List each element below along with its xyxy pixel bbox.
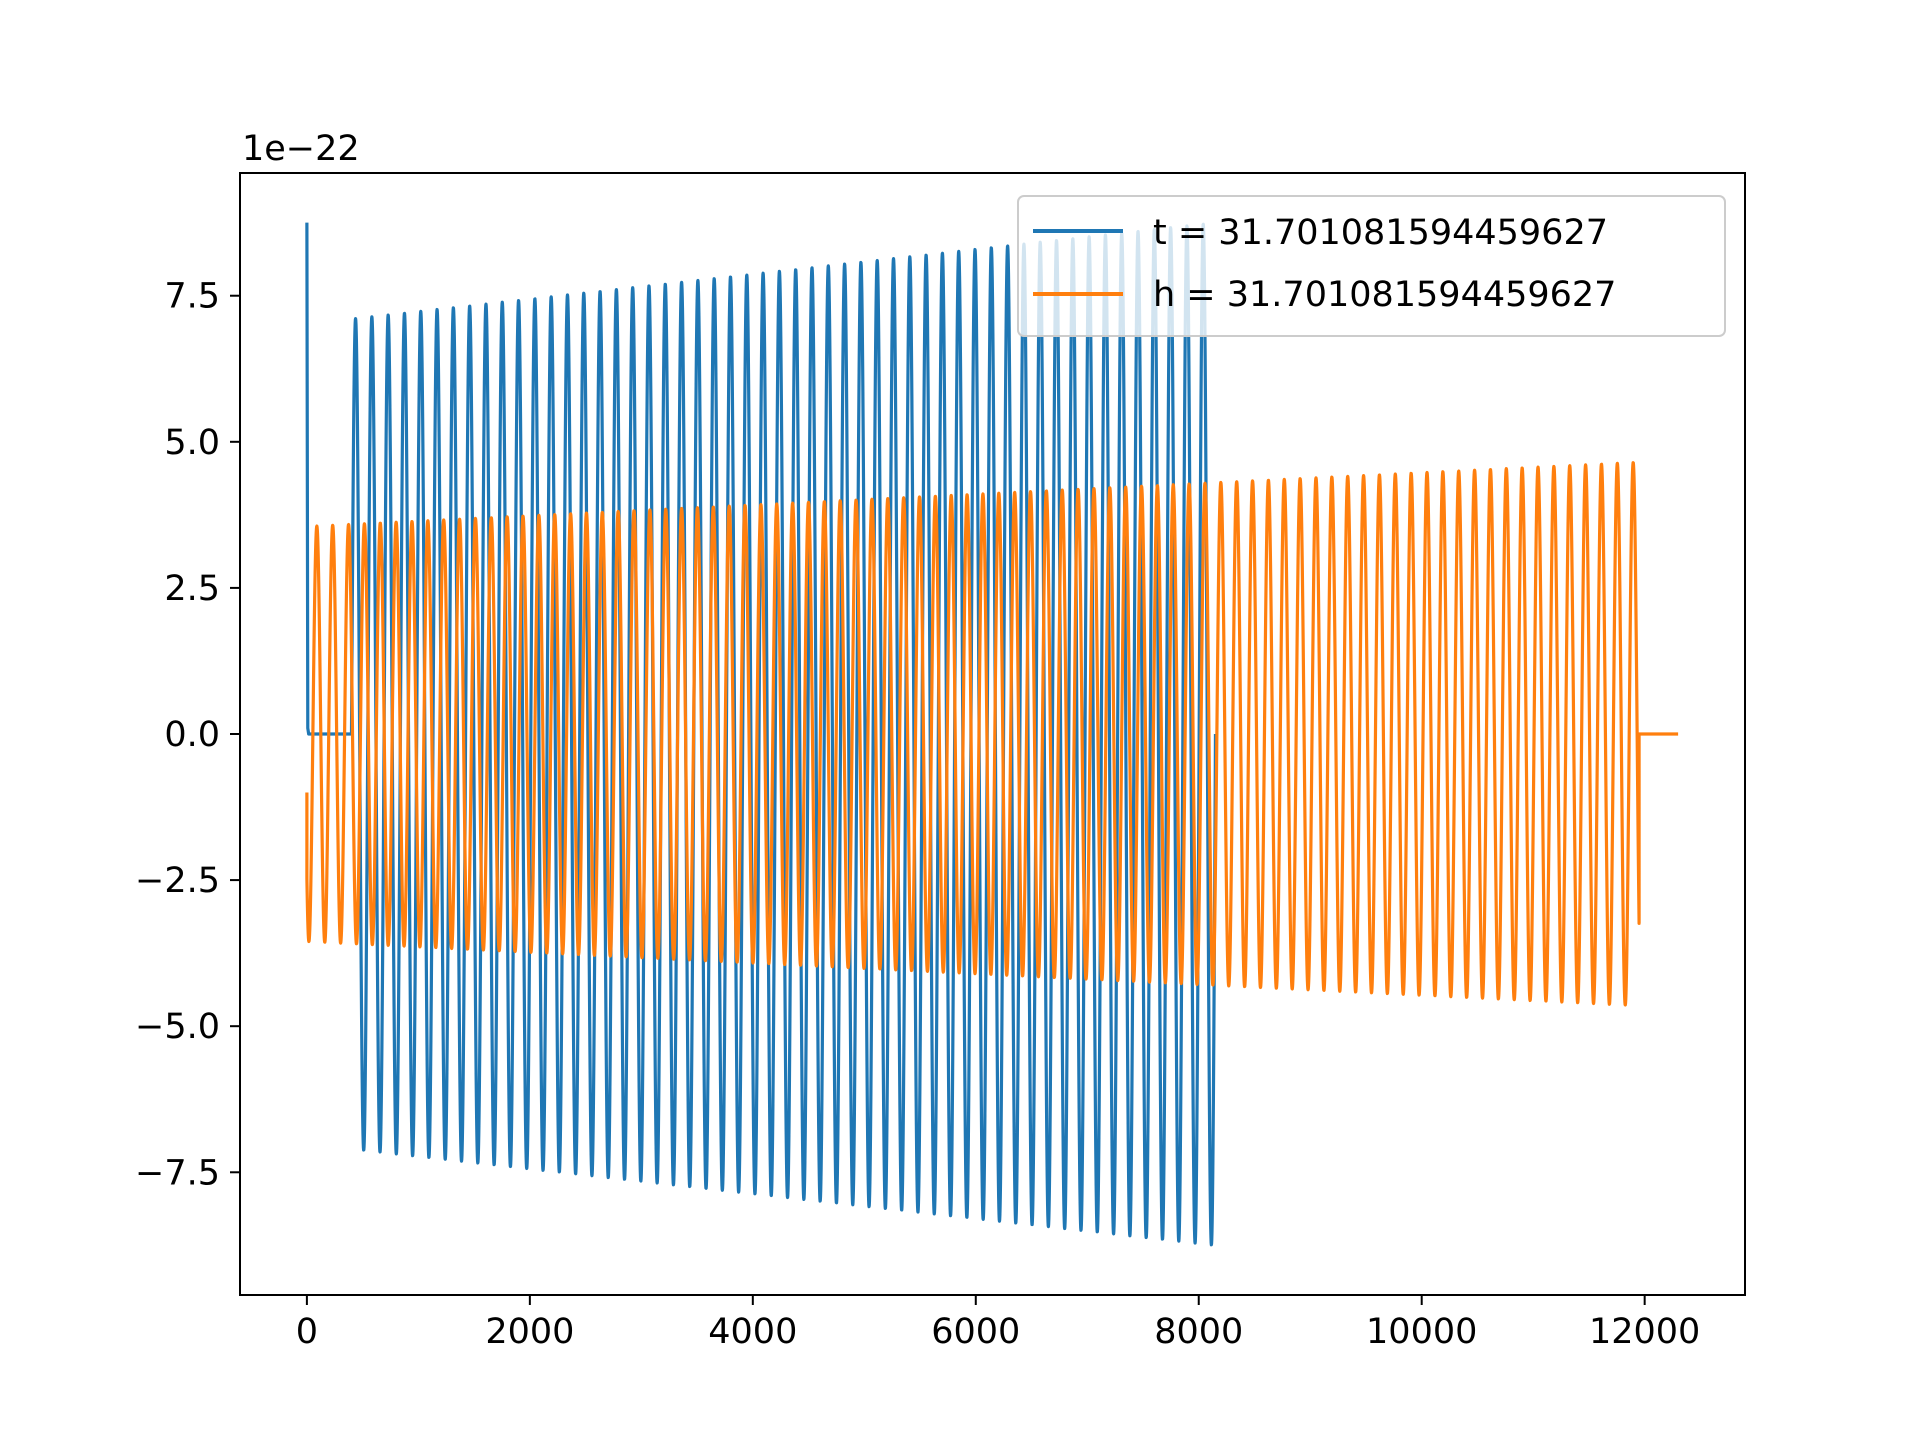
x-tick-label: 0	[296, 1312, 318, 1352]
legend-label-t: t = 31.701081594459627	[1153, 213, 1608, 253]
y-axis: 7.5 5.0 2.5 0.0 −2.5 −5.0 −7.5	[135, 277, 240, 1193]
y-axis-offset-label: 1e−22	[242, 129, 360, 169]
x-tick-label: 6000	[931, 1312, 1020, 1352]
x-tick-label: 4000	[708, 1312, 797, 1352]
x-tick-label: 2000	[485, 1312, 574, 1352]
legend-box	[1017, 195, 1726, 337]
series-h-line	[305, 461, 1679, 1007]
y-tick-label: 2.5	[164, 569, 220, 609]
x-tick-label: 8000	[1154, 1312, 1243, 1352]
y-tick-label: 5.0	[164, 423, 220, 463]
legend: t = 31.701081594459627 h = 31.7010815944…	[1017, 195, 1726, 337]
x-tick-label: 10000	[1366, 1312, 1477, 1352]
y-tick-label: 7.5	[164, 277, 220, 317]
x-axis: 0 2000 4000 6000 8000 10000 12000	[296, 1295, 1700, 1352]
y-tick-label: −2.5	[135, 861, 220, 901]
y-tick-label: −7.5	[135, 1153, 220, 1193]
legend-label-h: h = 31.701081594459627	[1153, 275, 1616, 315]
x-tick-label: 12000	[1589, 1312, 1700, 1352]
y-tick-label: 0.0	[164, 715, 220, 755]
y-tick-label: −5.0	[135, 1007, 220, 1047]
